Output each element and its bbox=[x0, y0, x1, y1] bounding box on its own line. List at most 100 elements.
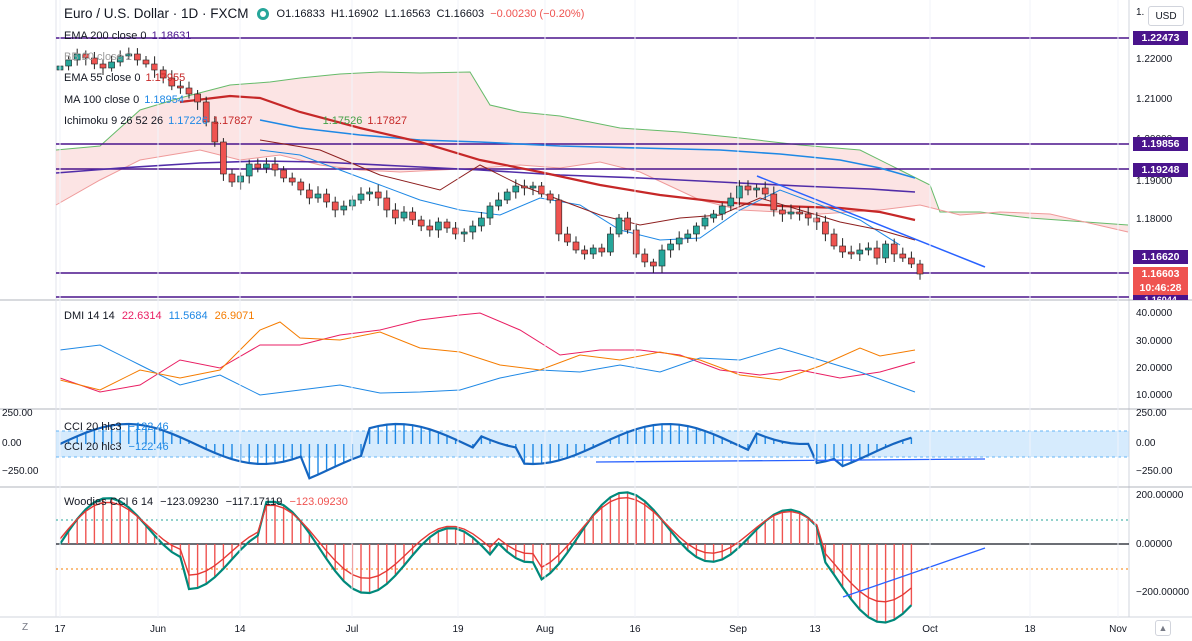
candle bbox=[478, 211, 485, 232]
legend-ema200[interactable]: EMA 200 close 0 1.18631 bbox=[64, 30, 191, 42]
candle bbox=[512, 179, 520, 199]
candle-body bbox=[641, 253, 649, 263]
legend-cci-1[interactable]: CCI 20 hlc3 −122.46 bbox=[64, 421, 169, 433]
candle-body bbox=[245, 163, 253, 177]
candle-body bbox=[435, 221, 442, 231]
candle-body bbox=[546, 193, 554, 201]
symbol-title[interactable]: Euro / U.S. Dollar · 1D · FXCM bbox=[64, 6, 249, 21]
candle-body bbox=[744, 185, 752, 191]
candle bbox=[675, 231, 683, 251]
candle bbox=[615, 214, 623, 238]
candle bbox=[804, 207, 812, 226]
candle-body bbox=[417, 219, 425, 227]
legend-ichimoku[interactable]: Ichimoku 9 26 52 26 1.17226 1.17827 1.17526… bbox=[64, 115, 407, 127]
candle-body bbox=[650, 261, 657, 267]
legend-bb-label: BB 20 close 2 bbox=[64, 51, 132, 63]
candle-body bbox=[99, 63, 107, 69]
candle bbox=[254, 158, 262, 173]
price-tag-2: 1.19856 bbox=[1133, 137, 1188, 151]
legend-woodies[interactable]: Woodies CCI 6 14 −123.09230 −117.17119 −… bbox=[64, 496, 348, 508]
candle-body bbox=[452, 227, 459, 235]
eye-icon[interactable] bbox=[256, 7, 269, 20]
timezone-button[interactable]: Z bbox=[22, 622, 29, 633]
candle-body bbox=[65, 59, 72, 67]
candle-body bbox=[211, 121, 219, 143]
time-axis-label: Jul bbox=[346, 624, 359, 635]
candle bbox=[882, 240, 889, 263]
price-axis-label: 1.22000 bbox=[1136, 54, 1173, 65]
legend-bb[interactable]: BB 20 close 2 bbox=[64, 51, 132, 63]
candle-body bbox=[503, 191, 511, 201]
legend-cci2-label: CCI 20 hlc3 bbox=[64, 441, 122, 453]
candle-body bbox=[159, 69, 167, 79]
candle-body bbox=[366, 191, 373, 195]
candle-body bbox=[314, 193, 322, 199]
legend-dmi[interactable]: DMI 14 14 22.6314 11.5684 26.9071 bbox=[64, 310, 254, 322]
legend-dmi-v1: 22.6314 bbox=[121, 310, 162, 322]
candle-body bbox=[469, 225, 477, 233]
legend-ma100[interactable]: MA 100 close 0 1.18954 bbox=[64, 94, 184, 106]
candle-body bbox=[125, 53, 133, 57]
candle bbox=[839, 238, 846, 258]
candle-body bbox=[400, 211, 408, 219]
currency-button[interactable]: USD bbox=[1148, 6, 1184, 26]
legend-woodies-label: Woodies CCI 6 14 bbox=[64, 496, 154, 508]
ema200-line bbox=[55, 160, 916, 193]
candle bbox=[185, 81, 193, 99]
candle-body bbox=[581, 249, 588, 255]
candle bbox=[116, 50, 124, 67]
candle bbox=[607, 227, 614, 256]
price-tag-last: 1.16603 bbox=[1133, 267, 1188, 281]
candle bbox=[280, 166, 287, 183]
candle-body bbox=[779, 209, 786, 215]
candle bbox=[890, 238, 898, 262]
candle bbox=[693, 222, 700, 242]
candle bbox=[916, 259, 924, 280]
time-axis-label: 18 bbox=[1024, 624, 1036, 635]
candle bbox=[727, 192, 735, 212]
candle bbox=[555, 194, 563, 242]
candle-body bbox=[495, 199, 502, 207]
trend-line bbox=[756, 175, 986, 268]
candle-body bbox=[409, 211, 416, 221]
candle bbox=[288, 172, 296, 186]
candle bbox=[323, 188, 330, 208]
candle-body bbox=[73, 53, 81, 61]
candle bbox=[374, 184, 382, 206]
time-axis-label: 14 bbox=[234, 624, 246, 635]
legend-ema200-label: EMA 200 close 0 bbox=[64, 30, 147, 42]
candle-body bbox=[847, 251, 855, 255]
candle bbox=[73, 48, 81, 66]
scroll-up-icon[interactable]: ▲ bbox=[1155, 620, 1171, 636]
candle-body bbox=[228, 173, 236, 183]
candle bbox=[658, 244, 666, 273]
legend-ema55[interactable]: EMA 55 close 0 1.17955 bbox=[64, 72, 185, 84]
candle bbox=[357, 187, 365, 204]
candle-body bbox=[693, 225, 700, 235]
candle bbox=[297, 178, 305, 196]
legend-ichimoku-v3: 1.17526 bbox=[322, 115, 363, 127]
candle-body bbox=[521, 185, 528, 189]
candle bbox=[452, 221, 459, 240]
candle-body bbox=[916, 263, 924, 275]
legend-ichimoku-v4: 1.17827 bbox=[367, 115, 408, 127]
candle bbox=[194, 89, 201, 110]
candle-body bbox=[615, 217, 623, 235]
candle-body bbox=[701, 217, 709, 227]
legend-woodies-v2: −117.17119 bbox=[225, 496, 283, 508]
legend-cci-2[interactable]: CCI 20 hlc3 −122.46 bbox=[64, 441, 169, 453]
candle-body bbox=[392, 209, 399, 219]
candle-body bbox=[804, 213, 812, 219]
candle bbox=[847, 245, 855, 260]
time-axis-label: 13 bbox=[809, 624, 821, 635]
candle-body bbox=[202, 101, 210, 123]
legend-cci2-value: −122.46 bbox=[128, 441, 169, 453]
candle bbox=[331, 196, 339, 218]
candle bbox=[856, 243, 864, 261]
candle-body bbox=[142, 59, 150, 65]
candle bbox=[495, 192, 502, 211]
legend-ema55-value: 1.17955 bbox=[145, 72, 186, 84]
candle-body bbox=[271, 163, 279, 171]
candle bbox=[589, 244, 597, 259]
